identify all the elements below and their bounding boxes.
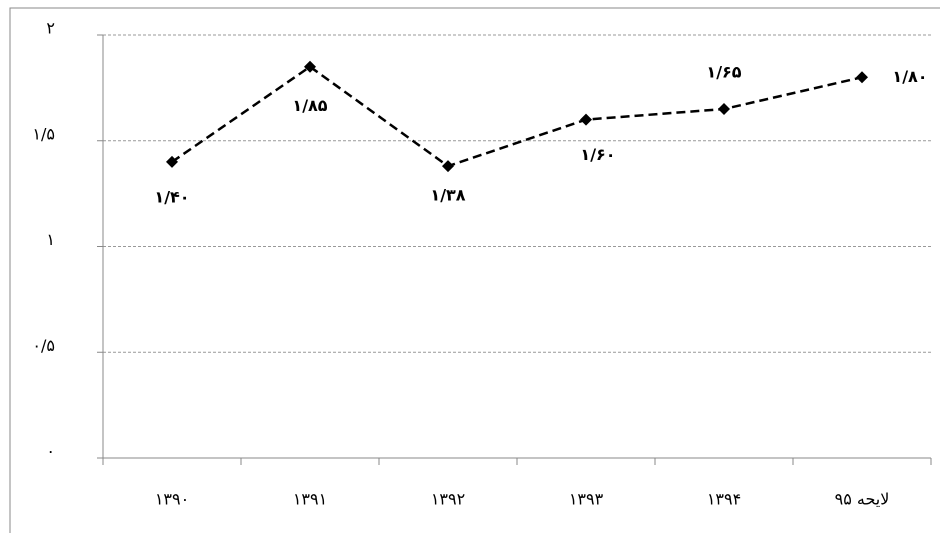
data-label: ۱/۴۰	[154, 187, 189, 206]
y-tick-label: ۲	[46, 19, 55, 38]
x-tick-label: لایحه ۹۵	[835, 490, 890, 509]
data-label: ۱/۶۰	[580, 145, 615, 164]
x-tick-label: ۱۳۹۲	[431, 490, 465, 509]
marker	[718, 103, 730, 116]
y-tick-label: ۱/۵	[32, 124, 55, 143]
x-tick-label: ۱۳۹۱	[293, 490, 327, 509]
data-label: ۱/۸۰	[892, 67, 927, 86]
marker	[856, 71, 868, 84]
marker	[304, 60, 316, 73]
marker	[166, 155, 178, 168]
series-line	[171, 65, 863, 168]
x-tick-label: ۱۳۹۳	[569, 490, 604, 509]
x-tick-label: ۱۳۹۰	[155, 490, 189, 509]
marker	[442, 160, 454, 173]
y-tick-label: ۰/۵	[32, 336, 55, 355]
data-label: ۱/۸۵	[292, 96, 327, 115]
chart-border	[9, 7, 940, 533]
data-label: ۱/۳۸	[430, 186, 465, 205]
x-tick-label: ۱۳۹۴	[707, 490, 741, 509]
marker	[580, 113, 592, 126]
y-tick-label: ۱	[46, 230, 55, 249]
data-label: ۱/۶۵	[706, 63, 741, 82]
y-tick-label: ۰	[46, 442, 55, 461]
